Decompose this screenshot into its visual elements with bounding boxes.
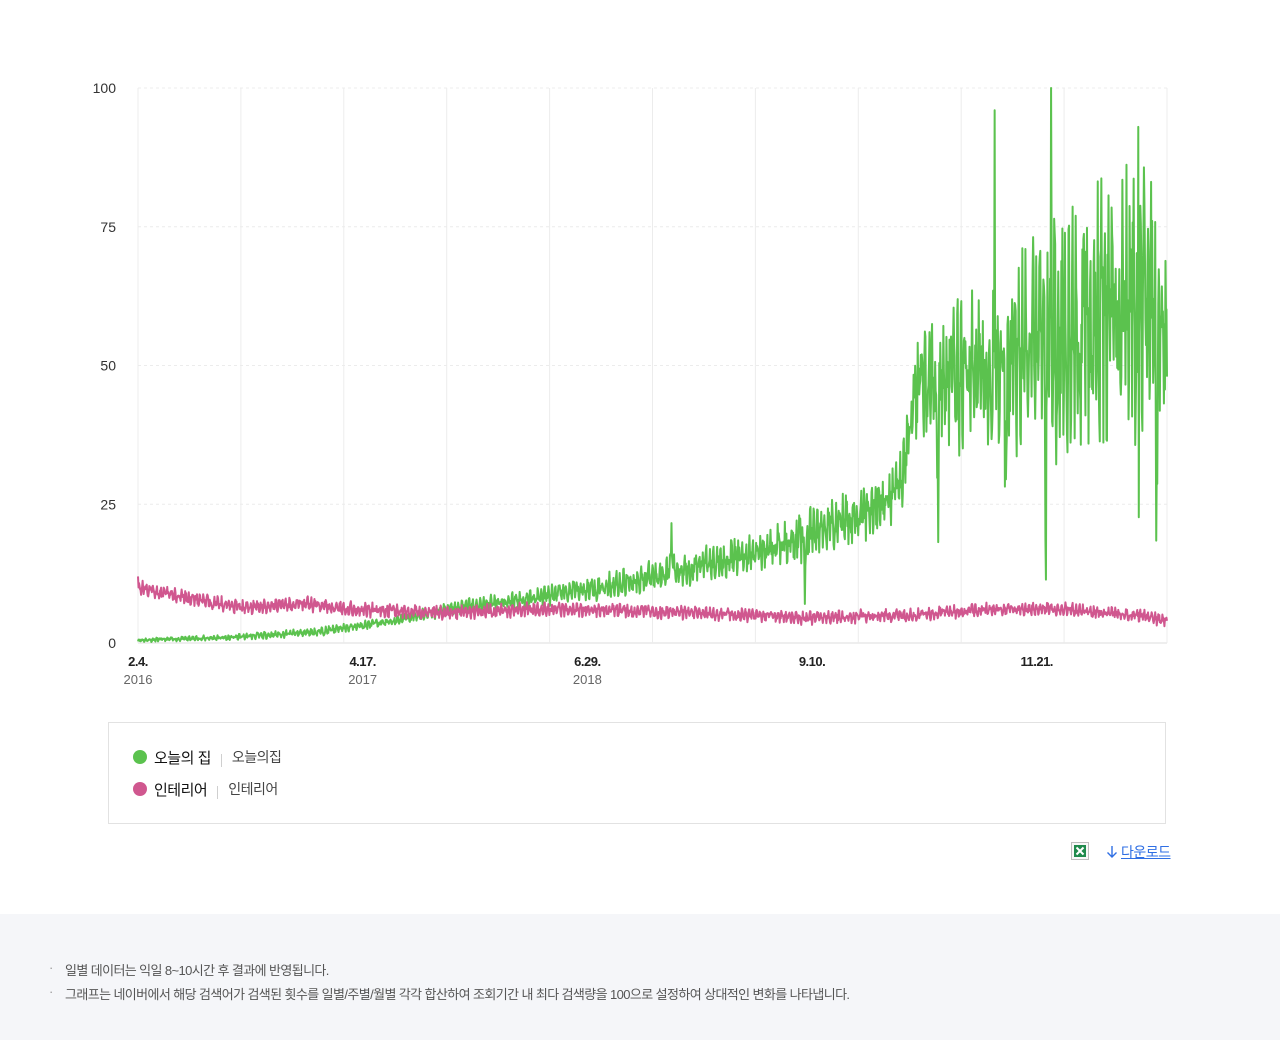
note-text-0: 일별 데이터는 익일 8~10시간 후 결과에 반영됩니다. — [65, 963, 329, 978]
note-item: · 그래프는 네이버에서 해당 검색어가 검색된 횟수를 일별/주별/월별 각각… — [49, 984, 850, 1003]
y-tick-label: 100 — [93, 80, 117, 96]
x-tick-label: 9.10. — [799, 654, 825, 669]
legend-separator — [217, 785, 219, 799]
chart-legend: 오늘의 집 오늘의집 인테리어 인테리어 — [108, 722, 1166, 824]
footer-notes: · 일별 데이터는 익일 8~10시간 후 결과에 반영됩니다. · 그래프는 … — [0, 914, 1280, 1040]
y-tick-label: 50 — [100, 358, 116, 374]
y-tick-label: 0 — [108, 635, 116, 651]
x-tick-label: 6.29. — [574, 654, 600, 669]
series-line — [137, 576, 1168, 628]
excel-icon-glyph — [1074, 845, 1086, 857]
y-tick-label: 25 — [100, 496, 116, 512]
y-tick-label: 75 — [100, 219, 116, 235]
legend-item-1[interactable]: 인테리어 인테리어 — [133, 778, 278, 800]
legend-dot-1 — [133, 782, 147, 796]
legend-item-0[interactable]: 오늘의 집 오늘의집 — [133, 746, 282, 768]
x-tick-year: 2016 — [124, 672, 153, 687]
download-arrow-icon — [1107, 846, 1117, 858]
legend-dot-0 — [133, 750, 147, 764]
bullet-icon: · — [49, 984, 53, 999]
legend-keyword-1: 인테리어 — [228, 781, 278, 797]
series-line — [137, 87, 1168, 644]
legend-separator — [220, 753, 222, 767]
bullet-icon: · — [49, 960, 53, 975]
x-tick-year: 2017 — [348, 672, 377, 687]
x-tick-label: 11.21. — [1020, 654, 1052, 669]
trend-chart-svg: 0 25 50 75 100 2.4. 2016 4.17. 2017 6.29. 2018 9.10… — [93, 80, 1168, 687]
x-tick-label: 2.4. — [128, 654, 148, 669]
legend-name-0: 오늘의 집 — [154, 749, 211, 767]
download-label: 다운로드 — [1121, 844, 1171, 860]
legend-keyword-0: 오늘의집 — [231, 749, 282, 765]
x-tick-label: 4.17. — [349, 654, 375, 669]
trend-chart: 0 25 50 75 100 2.4. 2016 4.17. 2017 6.29. 2018 9.10… — [93, 80, 1168, 687]
note-text-1: 그래프는 네이버에서 해당 검색어가 검색된 횟수를 일별/주별/월별 각각 합… — [65, 987, 850, 1002]
legend-name-1: 인테리어 — [154, 781, 208, 799]
x-tick-year: 2018 — [573, 672, 602, 687]
note-item: · 일별 데이터는 익일 8~10시간 후 결과에 반영됩니다. — [49, 960, 329, 979]
download-button[interactable]: 다운로드 — [1106, 842, 1171, 862]
excel-icon[interactable] — [1071, 842, 1089, 860]
